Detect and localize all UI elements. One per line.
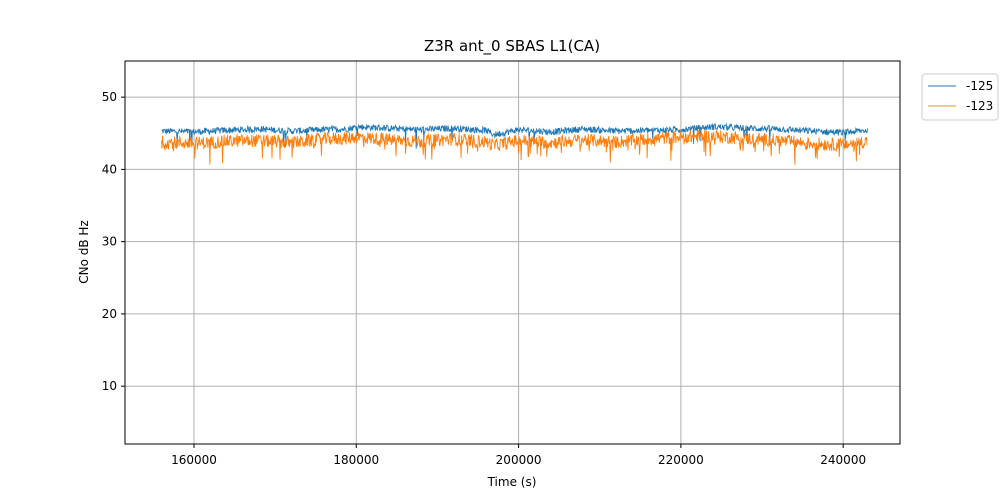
series-line-1 xyxy=(161,122,868,149)
y-tick-label: 10 xyxy=(102,379,117,393)
legend: -125 -123 xyxy=(921,73,999,121)
series-line-2 xyxy=(161,129,868,165)
legend-label-series-1: -125 xyxy=(966,79,993,93)
y-tick-label: 30 xyxy=(102,235,117,249)
grid-lines xyxy=(125,61,900,444)
x-axis-label: Time (s) xyxy=(487,475,537,489)
y-tick-label: 40 xyxy=(102,162,117,176)
y-axis-label: CNo dB Hz xyxy=(77,220,91,284)
x-axis: 160000 180000 200000 220000 240000 xyxy=(171,444,866,467)
y-axis: 10 20 30 40 50 xyxy=(102,90,125,393)
legend-label-series-2: -123 xyxy=(966,99,993,113)
x-tick-label: 200000 xyxy=(496,453,542,467)
series-layer xyxy=(161,122,868,165)
x-tick-label: 160000 xyxy=(171,453,217,467)
x-tick-label: 220000 xyxy=(658,453,704,467)
y-tick-label: 20 xyxy=(102,307,117,321)
chart-title: Z3R ant_0 SBAS L1(CA) xyxy=(424,37,600,56)
plot-frame xyxy=(124,60,901,445)
x-tick-label: 240000 xyxy=(820,453,866,467)
y-tick-label: 50 xyxy=(102,90,117,104)
x-tick-label: 180000 xyxy=(333,453,379,467)
